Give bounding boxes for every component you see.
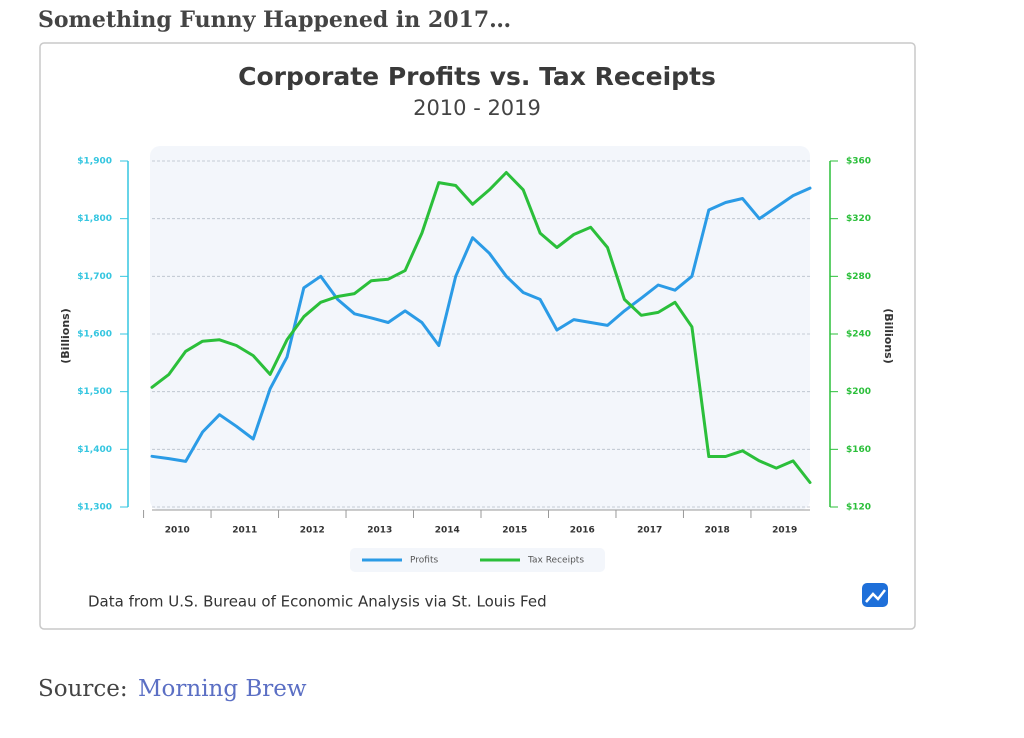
- plot-background: [150, 146, 810, 510]
- y-axis-label: (Billions): [59, 308, 72, 363]
- chart-subtitle: 2010 - 2019: [413, 96, 541, 120]
- y-tick-label: $1,800: [77, 214, 112, 224]
- y2-tick-label: $240: [846, 330, 871, 340]
- x-tick-label: 2014: [435, 526, 460, 536]
- y-tick-label: $1,600: [77, 330, 112, 340]
- y2-tick-label: $120: [846, 503, 871, 513]
- y2-tick-label: $360: [846, 157, 871, 167]
- y2-tick-label: $160: [846, 445, 871, 455]
- source-label: Source:: [38, 676, 128, 702]
- y2-tick-label: $280: [846, 272, 871, 282]
- y-tick-label: $1,400: [77, 445, 112, 455]
- x-tick-label: 2011: [232, 526, 257, 536]
- x-tick-label: 2013: [367, 526, 392, 536]
- y2-axis-label: (Billions): [882, 308, 895, 363]
- y-tick-label: $1,700: [77, 272, 112, 282]
- x-tick-label: 2012: [300, 526, 325, 536]
- brand-icon: [862, 583, 888, 607]
- x-tick-label: 2016: [570, 526, 595, 536]
- legend-label: Tax Receipts: [527, 556, 584, 566]
- y-tick-label: $1,300: [77, 503, 112, 513]
- source-link[interactable]: Morning Brew: [138, 676, 307, 702]
- series-line: [150, 171, 812, 484]
- legend-box: [350, 548, 605, 572]
- x-tick-label: 2017: [637, 526, 662, 536]
- x-tick-label: 2019: [772, 526, 797, 536]
- series-line: [150, 186, 812, 463]
- y2-tick-label: $320: [846, 214, 871, 224]
- x-tick-label: 2018: [705, 526, 730, 536]
- heading: Something Funny Happened in 2017…: [38, 7, 511, 33]
- legend-label: Profits: [410, 556, 438, 566]
- y-tick-label: $1,900: [77, 157, 112, 167]
- chart-title: Corporate Profits vs. Tax Receipts: [238, 62, 716, 91]
- plot: $1,300 $1,400 $1,500 $1,600 $1,700 $1,800 $1,9…: [77, 157, 871, 566]
- x-tick-label: 2015: [502, 526, 527, 536]
- x-tick-label: 2010: [165, 526, 190, 536]
- chart-note: Data from U.S. Bureau of Economic Analys…: [88, 593, 547, 611]
- y2-tick-label: $200: [846, 387, 871, 397]
- y-tick-label: $1,500: [77, 387, 112, 397]
